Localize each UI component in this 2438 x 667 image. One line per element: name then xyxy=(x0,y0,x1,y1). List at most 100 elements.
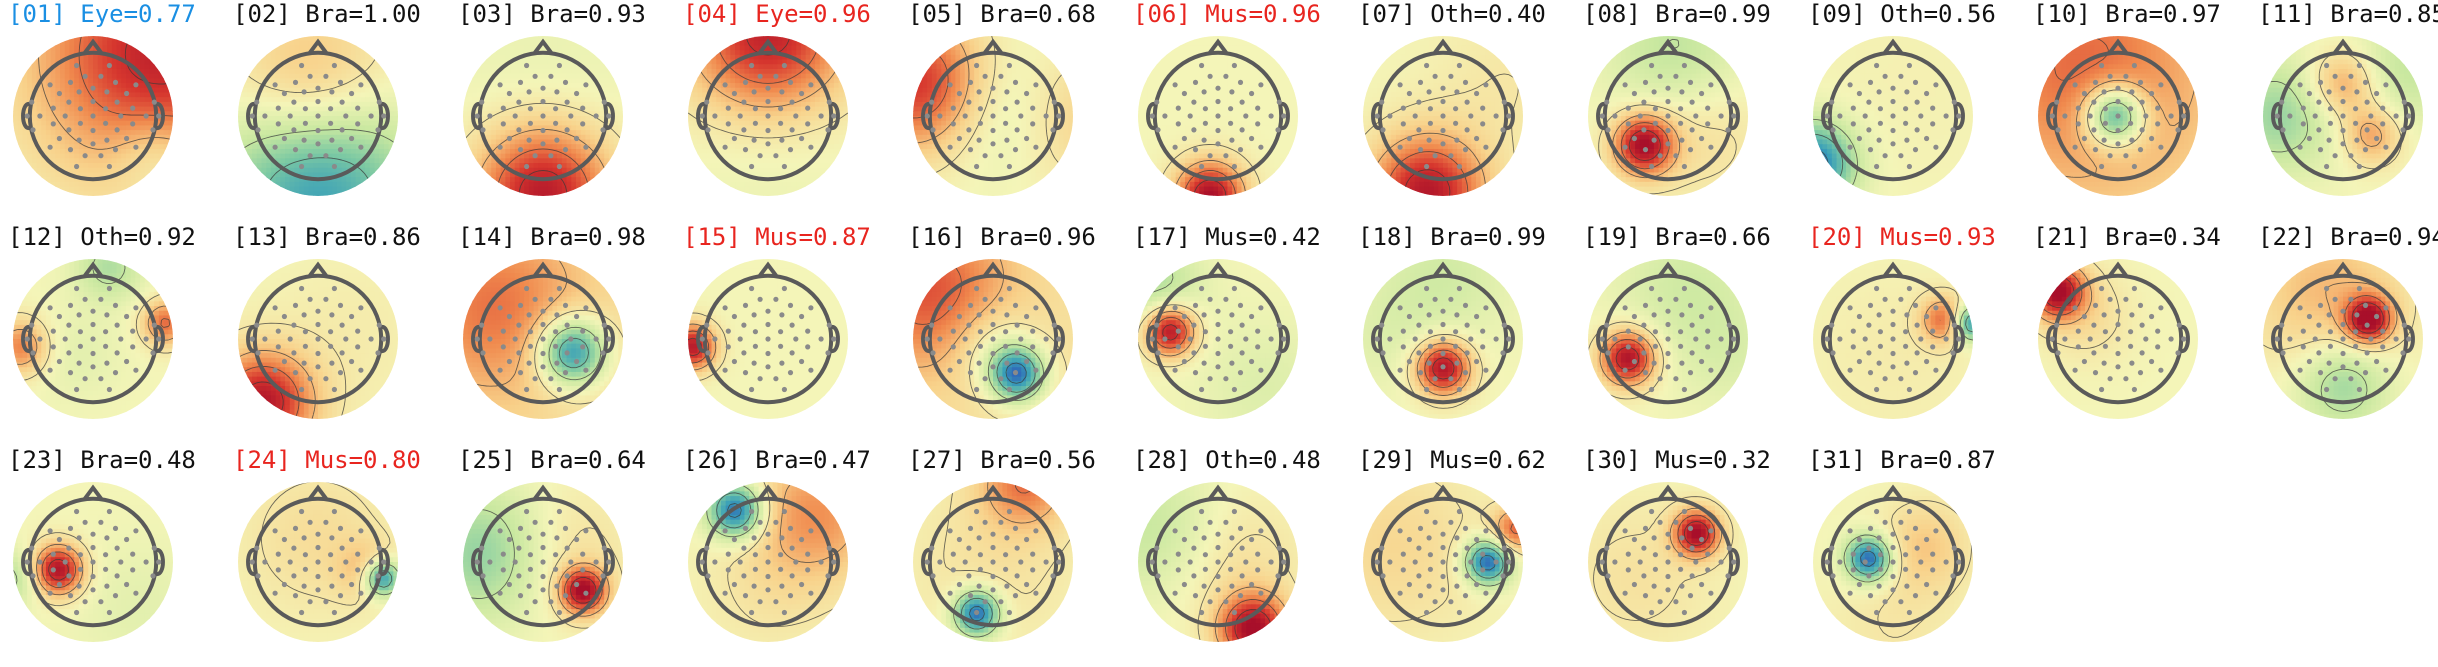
scalp-topography-icon xyxy=(13,259,173,419)
scalp-topography-icon xyxy=(1363,36,1523,196)
electrode-dot-icon xyxy=(249,285,387,393)
component-label: Mus=0.42 xyxy=(1205,223,1321,251)
electrode-dot-icon xyxy=(1824,62,1962,170)
component-title: [03] Bra=0.93 xyxy=(458,0,678,34)
component-19: [19] Bra=0.66 xyxy=(1583,223,1773,433)
component-index: [04] xyxy=(683,0,741,28)
component-index: [30] xyxy=(1583,446,1641,474)
electrode-dot-icon xyxy=(924,508,1062,616)
component-label: Bra=0.34 xyxy=(2105,223,2221,251)
component-label: Bra=0.47 xyxy=(755,446,871,474)
component-title: [14] Bra=0.98 xyxy=(458,223,678,257)
component-label: Mus=0.80 xyxy=(305,446,421,474)
component-title: [22] Bra=0.94 xyxy=(2258,223,2438,257)
component-label: Mus=0.96 xyxy=(1205,0,1321,28)
component-title: [28] Oth=0.48 xyxy=(1133,446,1353,480)
component-index: [17] xyxy=(1133,223,1191,251)
electrode-dot-icon xyxy=(699,285,837,393)
component-index: [20] xyxy=(1808,223,1866,251)
component-title: [20] Mus=0.93 xyxy=(1808,223,2028,257)
electrode-dot-icon xyxy=(1374,285,1512,393)
component-15: [15] Mus=0.87 xyxy=(683,223,873,433)
electrode-dot-icon xyxy=(1599,508,1737,616)
component-title: [25] Bra=0.64 xyxy=(458,446,678,480)
component-label: Bra=1.00 xyxy=(305,0,421,28)
component-title: [18] Bra=0.99 xyxy=(1358,223,1578,257)
component-title: [30] Mus=0.32 xyxy=(1583,446,1803,480)
component-27: [27] Bra=0.56 xyxy=(908,446,1098,656)
scalp-topography-icon xyxy=(688,259,848,419)
component-16: [16] Bra=0.96 xyxy=(908,223,1098,433)
component-index: [19] xyxy=(1583,223,1641,251)
component-label: Oth=0.40 xyxy=(1430,0,1546,28)
electrode-dot-icon xyxy=(2274,285,2412,393)
electrode-dot-icon xyxy=(2274,62,2412,170)
electrode-dot-icon xyxy=(249,62,387,170)
component-label: Eye=0.77 xyxy=(80,0,196,28)
component-30: [30] Mus=0.32 xyxy=(1583,446,1773,656)
component-label: Bra=0.94 xyxy=(2330,223,2438,251)
scalp-topography-icon xyxy=(913,36,1073,196)
component-index: [01] xyxy=(8,0,66,28)
scalp-topography-icon xyxy=(913,259,1073,419)
component-label: Bra=0.87 xyxy=(1880,446,1996,474)
component-22: [22] Bra=0.94 xyxy=(2258,223,2438,433)
component-title: [13] Bra=0.86 xyxy=(233,223,453,257)
scalp-topography-icon xyxy=(1588,36,1748,196)
component-17: [17] Mus=0.42 xyxy=(1133,223,1323,433)
electrode-dot-icon xyxy=(474,508,612,616)
scalp-topography-icon xyxy=(13,36,173,196)
component-13: [13] Bra=0.86 xyxy=(233,223,423,433)
component-18: [18] Bra=0.99 xyxy=(1358,223,1548,433)
scalp-topography-icon xyxy=(238,482,398,642)
component-title: [07] Oth=0.40 xyxy=(1358,0,1578,34)
scalp-topography-icon xyxy=(1138,482,1298,642)
component-title: [19] Bra=0.66 xyxy=(1583,223,1803,257)
component-label: Bra=0.85 xyxy=(2330,0,2438,28)
component-index: [26] xyxy=(683,446,741,474)
component-title: [16] Bra=0.96 xyxy=(908,223,1128,257)
scalp-topography-icon xyxy=(463,259,623,419)
component-index: [05] xyxy=(908,0,966,28)
component-title: [21] Bra=0.34 xyxy=(2033,223,2253,257)
component-29: [29] Mus=0.62 xyxy=(1358,446,1548,656)
component-label: Bra=0.99 xyxy=(1655,0,1771,28)
electrode-dot-icon xyxy=(1149,508,1287,616)
component-index: [24] xyxy=(233,446,291,474)
scalp-topography-icon xyxy=(1588,259,1748,419)
component-index: [29] xyxy=(1358,446,1416,474)
scalp-topography-icon xyxy=(1588,482,1748,642)
electrode-dot-icon xyxy=(474,62,612,170)
component-7: [07] Oth=0.40 xyxy=(1358,0,1548,210)
scalp-topography-icon xyxy=(2038,259,2198,419)
scalp-topography-icon xyxy=(1813,259,1973,419)
component-label: Oth=0.92 xyxy=(80,223,196,251)
component-title: [02] Bra=1.00 xyxy=(233,0,453,34)
scalp-topography-icon xyxy=(1138,36,1298,196)
component-label: Oth=0.48 xyxy=(1205,446,1321,474)
electrode-dot-icon xyxy=(1824,508,1962,616)
electrode-dot-icon xyxy=(699,508,837,616)
scalp-topography-icon xyxy=(238,259,398,419)
component-index: [31] xyxy=(1808,446,1866,474)
component-index: [11] xyxy=(2258,0,2316,28)
component-index: [25] xyxy=(458,446,516,474)
component-28: [28] Oth=0.48 xyxy=(1133,446,1323,656)
electrode-dot-icon xyxy=(1374,508,1512,616)
electrode-dot-icon xyxy=(2049,285,2187,393)
component-title: [29] Mus=0.62 xyxy=(1358,446,1578,480)
electrode-dot-icon xyxy=(1149,62,1287,170)
component-10: [10] Bra=0.97 xyxy=(2033,0,2223,210)
component-1: [01] Eye=0.77 xyxy=(8,0,198,210)
component-index: [02] xyxy=(233,0,291,28)
component-label: Bra=0.96 xyxy=(980,223,1096,251)
component-label: Mus=0.87 xyxy=(755,223,871,251)
component-label: Bra=0.68 xyxy=(980,0,1096,28)
component-label: Mus=0.32 xyxy=(1655,446,1771,474)
component-label: Bra=0.48 xyxy=(80,446,196,474)
component-index: [09] xyxy=(1808,0,1866,28)
component-title: [17] Mus=0.42 xyxy=(1133,223,1353,257)
electrode-dot-icon xyxy=(24,62,162,170)
component-title: [23] Bra=0.48 xyxy=(8,446,228,480)
